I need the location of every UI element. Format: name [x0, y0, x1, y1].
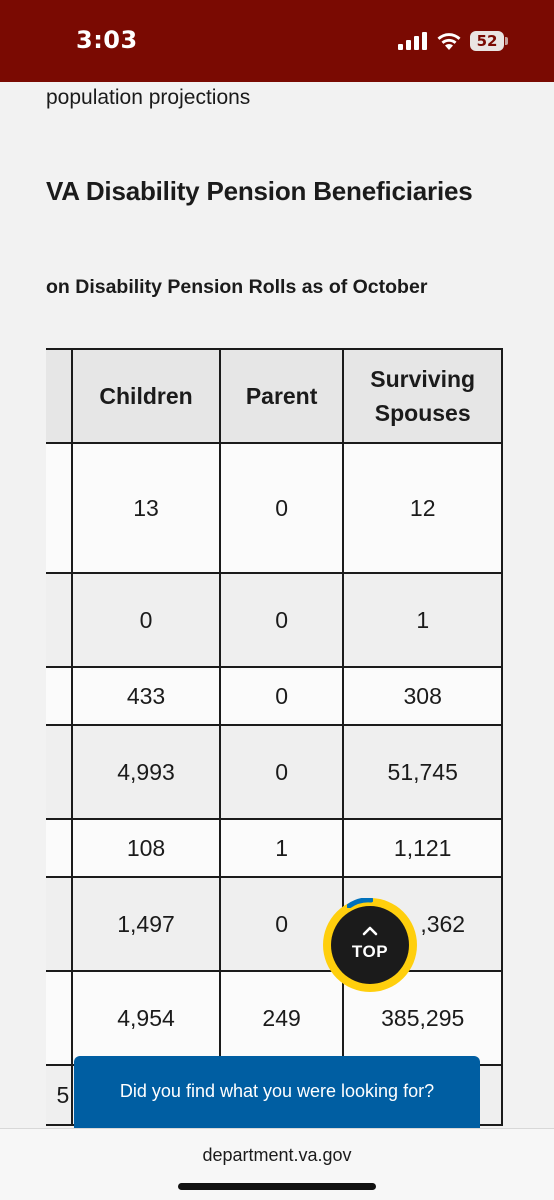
table-cell: 1	[218, 818, 345, 878]
table-cell: 1	[342, 572, 503, 668]
table-row: 4,954 249 385,295	[46, 970, 503, 1066]
table-cell: 385,295	[342, 970, 503, 1066]
feedback-prompt-button[interactable]: Did you find what you were looking for?	[74, 1056, 480, 1128]
table-cell: 5	[46, 1064, 74, 1126]
back-to-top-button[interactable]: TOP	[323, 898, 417, 992]
table-scroll-container[interactable]: Children Parent Surviving Spouses 13 0 1…	[46, 348, 510, 1128]
table-cell: 1,121	[342, 818, 503, 878]
scroll-progress-arc	[347, 898, 373, 908]
table-cell: 4,993	[71, 724, 221, 820]
table-cell	[46, 970, 74, 1066]
table-caption: on Disability Pension Rolls as of Octobe…	[46, 276, 428, 298]
table-cell: 0	[218, 572, 345, 668]
column-header-parent: Parent	[218, 348, 345, 444]
table-cell: 0	[218, 876, 345, 972]
url-text[interactable]: department.va.gov	[202, 1145, 352, 1165]
table-cell: 4,954	[71, 970, 221, 1066]
table-cell: 1,497	[71, 876, 221, 972]
home-indicator	[178, 1183, 376, 1190]
column-header-surviving-spouses: Surviving Spouses	[342, 348, 503, 444]
table-row: 4,993 0 51,745	[46, 724, 503, 820]
status-time: 3:03	[76, 26, 138, 54]
table-cell: 0	[218, 666, 345, 726]
table-cell: 51,745	[342, 724, 503, 820]
chevron-up-icon	[362, 926, 378, 936]
table-row: 13 0 12	[46, 442, 503, 574]
battery-level: 52	[476, 32, 498, 50]
page-content: population projections VA Disability Pen…	[0, 82, 554, 1128]
table-cell: 0	[218, 724, 345, 820]
table-row: 108 1 1,121	[46, 818, 503, 878]
back-to-top-inner: TOP	[331, 906, 409, 984]
table-header-row: Children Parent Surviving Spouses	[46, 348, 503, 444]
beneficiaries-table: Children Parent Surviving Spouses 13 0 1…	[46, 348, 503, 1126]
back-to-top-label: TOP	[351, 942, 389, 961]
wifi-icon	[437, 33, 461, 50]
column-header-state	[46, 348, 74, 444]
battery-icon: 52	[470, 31, 504, 51]
table-cell: 249	[218, 970, 345, 1066]
table-row: 0 0 1	[46, 572, 503, 668]
cellular-signal-icon	[398, 32, 427, 50]
table-cell	[46, 818, 74, 878]
table-cell	[46, 572, 74, 668]
browser-address-bar[interactable]: department.va.gov	[0, 1128, 554, 1200]
table-cell	[46, 442, 74, 574]
table-cell: 12	[342, 442, 503, 574]
table-row: 433 0 308	[46, 666, 503, 726]
table-cell: 0	[71, 572, 221, 668]
table-cell: 433	[71, 666, 221, 726]
table-cell: 13	[71, 442, 221, 574]
table-row: 1,497 0 ,362	[46, 876, 503, 972]
column-header-children: Children	[71, 348, 221, 444]
table-cell: 308	[342, 666, 503, 726]
section-title: VA Disability Pension Beneficiaries	[46, 176, 473, 206]
table-cell: 0	[218, 442, 345, 574]
table-cell	[46, 724, 74, 820]
table-cell	[46, 876, 74, 972]
previous-paragraph-line: population projections	[46, 86, 251, 109]
status-bar: 3:03 52	[0, 0, 554, 82]
battery-tip	[505, 37, 508, 45]
table-cell: 108	[71, 818, 221, 878]
table-cell	[46, 666, 74, 726]
